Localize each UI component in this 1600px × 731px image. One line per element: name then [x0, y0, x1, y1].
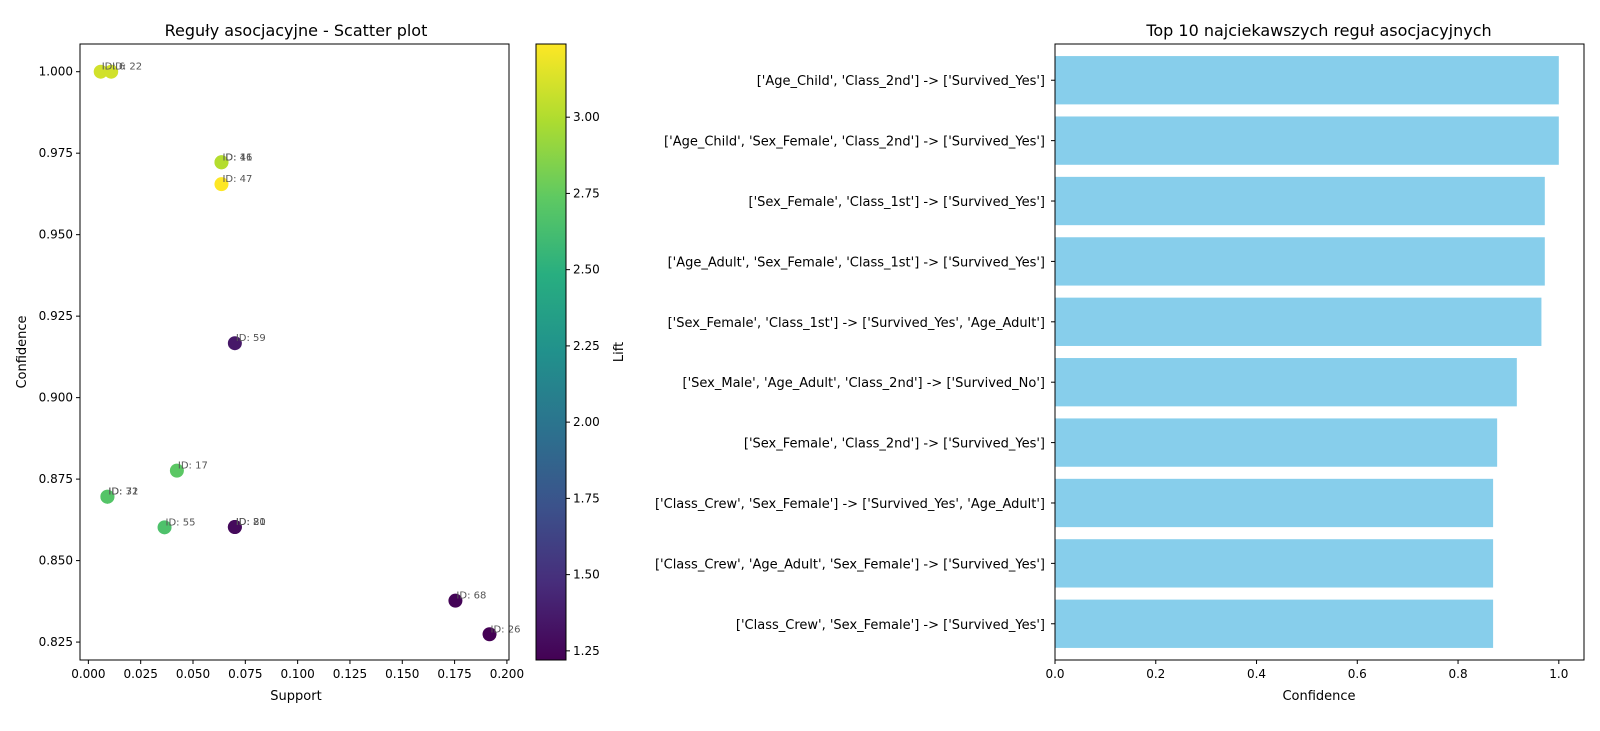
bars — [1055, 56, 1559, 648]
bar — [1055, 56, 1559, 105]
bar-category-label: ['Sex_Female', 'Class_2nd'] -> ['Survive… — [744, 437, 1045, 452]
scatter-point — [227, 520, 242, 535]
scatter-point — [448, 593, 463, 608]
colorbar-tick-label: 3.00 — [573, 110, 600, 124]
y-tick-label: 0.875 — [39, 472, 73, 486]
scatter-point-label: ID: 21 — [236, 517, 266, 528]
scatter-plot-frame — [79, 43, 510, 661]
scatter-point-label: ID: 47 — [222, 174, 252, 185]
colorbar-tick-label: 2.25 — [573, 339, 600, 353]
scatter-point-label: ID: 11 — [222, 152, 252, 163]
scatter-point-label: ID: 68 — [456, 591, 486, 602]
bar-category-label: ['Class_Crew', 'Sex_Female'] -> ['Surviv… — [736, 618, 1045, 633]
bar — [1055, 358, 1517, 407]
bar-category-label: ['Age_Child', 'Sex_Female', 'Class_2nd']… — [664, 135, 1045, 150]
bar-category-label: ['Class_Crew', 'Sex_Female'] -> ['Surviv… — [655, 497, 1045, 512]
bar-chart: Top 10 najciekawszych reguł asocjacyjnyc… — [655, 21, 1585, 704]
bar-plot-frame — [1054, 43, 1585, 661]
x-tick-label: 0.000 — [71, 667, 105, 681]
colorbar-tick-label: 1.25 — [573, 644, 600, 658]
bar-x-label: Confidence — [1282, 689, 1355, 704]
x-tick-label: 0.075 — [228, 667, 262, 681]
colorbar-tick-label: 2.75 — [573, 186, 600, 200]
scatter-point — [157, 520, 172, 535]
scatter-chart: Reguły asocjacyjne - Scatter plot ID: 6I… — [15, 21, 524, 704]
colorbar-tick-label: 1.50 — [573, 568, 600, 582]
bar-x-tick-label: 0.2 — [1146, 667, 1165, 681]
bar-x-axis: 0.0 0.2 0.4 0.6 0.8 1.0 — [1045, 660, 1568, 681]
x-tick-label: 0.100 — [280, 667, 314, 681]
scatter-point — [227, 336, 242, 351]
y-tick-label: 0.975 — [39, 146, 73, 160]
bar-category-label: ['Sex_Female', 'Class_1st'] -> ['Survive… — [749, 195, 1045, 210]
x-tick-label: 0.150 — [385, 667, 419, 681]
colorbar-ticks: 1.25 1.50 1.75 2.00 2.25 2.50 2.75 3.00 — [566, 110, 600, 658]
x-tick-label: 0.025 — [124, 667, 158, 681]
x-tick-label: 0.125 — [333, 667, 367, 681]
bar-title: Top 10 najciekawszych reguł asocjacyjnyc… — [1145, 21, 1491, 40]
colorbar: 1.25 1.50 1.75 2.00 2.25 2.50 2.75 3.00 Lift — [535, 43, 627, 661]
bar — [1055, 176, 1545, 226]
colorbar-tick-label: 2.00 — [573, 415, 600, 429]
bar — [1055, 418, 1498, 467]
scatter-point — [104, 64, 119, 79]
scatter-point-label: ID: 46 — [222, 152, 252, 163]
scatter-points — [93, 64, 497, 642]
y-tick-label: 0.925 — [39, 309, 73, 323]
scatter-point-label: ID: 22 — [112, 62, 142, 73]
bar — [1055, 539, 1494, 588]
bar-category-label: ['Age_Adult', 'Sex_Female', 'Class_1st']… — [668, 255, 1045, 270]
scatter-y-axis: 0.825 0.850 0.875 0.900 0.925 0.950 0.975 1.000 — [39, 65, 80, 649]
scatter-point-label: ID: 26 — [491, 624, 521, 635]
colorbar-tick-label: 1.75 — [573, 491, 600, 505]
bar-x-tick-label: 0.8 — [1449, 667, 1468, 681]
scatter-title: Reguły asocjacyjne - Scatter plot — [165, 21, 428, 40]
y-tick-label: 0.825 — [39, 635, 73, 649]
scatter-point — [482, 627, 497, 642]
bar-x-tick-label: 0.4 — [1247, 667, 1266, 681]
colorbar-label: Lift — [612, 342, 627, 362]
bar — [1055, 116, 1559, 165]
scatter-point — [93, 64, 108, 79]
scatter-point-label: ID: 80 — [236, 517, 266, 528]
bar — [1055, 237, 1545, 286]
bar-category-label: ['Sex_Female', 'Class_1st'] -> ['Survive… — [668, 316, 1045, 331]
bar-category-label: ['Age_Child', 'Class_2nd'] -> ['Survived… — [757, 74, 1045, 89]
scatter-point — [100, 489, 115, 504]
bar-x-tick-label: 0.0 — [1045, 667, 1064, 681]
bar-x-tick-label: 0.6 — [1348, 667, 1367, 681]
y-tick-label: 0.900 — [39, 391, 73, 405]
bar-y-axis: ['Age_Child', 'Class_2nd'] -> ['Survived… — [655, 74, 1055, 633]
scatter-point — [169, 463, 184, 478]
y-tick-label: 0.950 — [39, 228, 73, 242]
scatter-point-label: ID: 59 — [236, 333, 266, 344]
scatter-point-label: ID: 17 — [178, 461, 208, 472]
bar — [1055, 478, 1494, 528]
scatter-x-axis: 0.000 0.025 0.050 0.075 0.100 0.125 0.150 0.175… — [71, 660, 524, 681]
bar-category-label: ['Class_Crew', 'Age_Adult', 'Sex_Female'… — [655, 557, 1045, 572]
scatter-point-label: ID: 31 — [108, 487, 138, 498]
bar — [1055, 599, 1494, 648]
scatter-x-label: Support — [270, 689, 321, 704]
colorbar-gradient — [535, 43, 567, 661]
bar-x-tick-label: 1.0 — [1549, 667, 1568, 681]
colorbar-tick-label: 2.50 — [573, 263, 600, 277]
scatter-point — [214, 155, 229, 170]
x-tick-label: 0.175 — [437, 667, 471, 681]
scatter-point-label: ID: 6 — [102, 62, 126, 73]
scatter-y-label: Confidence — [15, 315, 30, 388]
y-tick-label: 0.850 — [39, 554, 73, 568]
scatter-point-label: ID: 72 — [108, 487, 138, 498]
scatter-point — [214, 177, 229, 192]
x-tick-label: 0.050 — [176, 667, 210, 681]
bar — [1055, 297, 1542, 346]
scatter-point-label: ID: 55 — [166, 517, 196, 528]
bar-category-label: ['Sex_Male', 'Age_Adult', 'Class_2nd'] -… — [683, 376, 1046, 391]
y-tick-label: 1.000 — [39, 65, 73, 79]
x-tick-label: 0.200 — [490, 667, 524, 681]
